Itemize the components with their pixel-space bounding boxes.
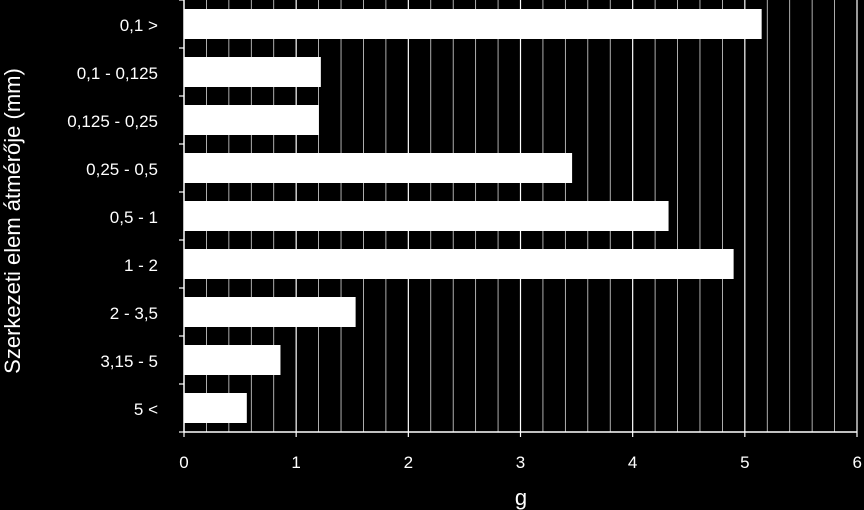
x-axis-title: g: [515, 485, 527, 510]
category-label: 3,15 - 5: [100, 352, 158, 371]
category-label: 5 <: [134, 400, 158, 419]
x-tick-label: 0: [179, 453, 188, 472]
category-label: 0,125 - 0,25: [67, 112, 158, 131]
x-tick-label: 2: [404, 453, 413, 472]
category-label: 2 - 3,5: [110, 304, 158, 323]
bars: [184, 9, 762, 423]
category-label: 0,1 - 0,125: [77, 64, 158, 83]
bar: [184, 393, 247, 423]
bar: [184, 57, 321, 87]
bar: [184, 201, 669, 231]
y-axis-title: Szerkezeti elem átmérője (mm): [0, 68, 25, 374]
bar: [184, 249, 734, 279]
category-label: 1 - 2: [124, 256, 158, 275]
category-labels: 0,1 > 0,1 - 0,125 0,125 - 0,25 0,25 - 0,5 0,…: [67, 16, 158, 419]
bar: [184, 105, 319, 135]
bar: [184, 345, 281, 375]
x-tick-labels: 0 1 2 3 4 5 6: [179, 453, 862, 472]
x-tick-label: 5: [740, 453, 749, 472]
bar: [184, 9, 762, 39]
axes: [179, 0, 858, 437]
bar: [184, 297, 356, 327]
category-label: 0,5 - 1: [110, 208, 158, 227]
category-label: 0,25 - 0,5: [86, 160, 158, 179]
category-label: 0,1 >: [120, 16, 158, 35]
x-tick-label: 3: [516, 453, 525, 472]
bar: [184, 153, 573, 183]
x-tick-label: 4: [628, 453, 637, 472]
x-tick-label: 1: [291, 453, 300, 472]
x-tick-label: 6: [853, 453, 862, 472]
